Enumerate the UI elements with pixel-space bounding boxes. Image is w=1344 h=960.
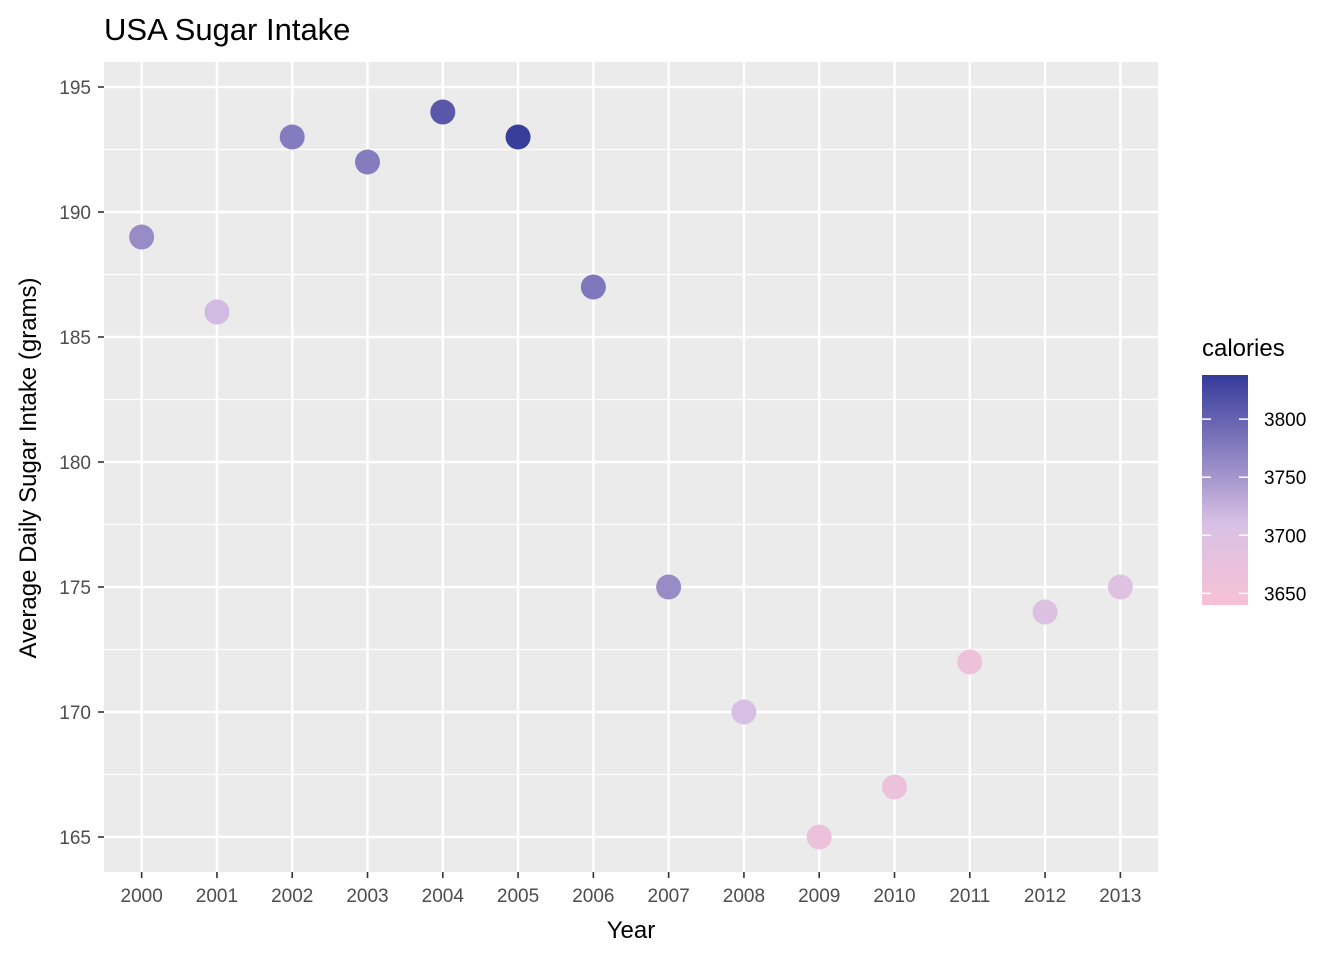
- y-tick-label: 185: [59, 328, 91, 349]
- x-tick-label: 2001: [196, 886, 238, 907]
- x-tick-label: 2012: [1024, 886, 1066, 907]
- legend-ticks: 3650 3700 3750 3800: [1202, 410, 1306, 605]
- y-tick-label: 165: [59, 828, 91, 849]
- data-point: [355, 149, 380, 175]
- data-point: [279, 124, 305, 150]
- x-tick-label: 2004: [422, 886, 465, 907]
- legend-tick-label: 3650: [1264, 584, 1306, 605]
- x-axis-title: Year: [607, 917, 656, 944]
- x-tick-label: 2005: [497, 886, 539, 907]
- y-axis-title: Average Daily Sugar Intake (grams): [15, 277, 42, 658]
- data-points: [129, 99, 1133, 850]
- data-point: [656, 574, 682, 600]
- data-point: [505, 124, 531, 150]
- legend-tick-label: 3700: [1264, 526, 1306, 547]
- data-point: [580, 274, 606, 300]
- x-tick-label: 2011: [949, 886, 990, 907]
- y-tick-label: 170: [59, 703, 91, 724]
- data-point: [430, 99, 456, 125]
- x-tick-label: 2007: [648, 886, 690, 907]
- data-point: [957, 649, 983, 675]
- y-tick-label: 190: [59, 203, 91, 224]
- y-tick-label: 175: [59, 578, 91, 599]
- x-tick-label: 2008: [723, 886, 765, 907]
- y-tick-label: 180: [59, 453, 91, 474]
- x-tick-label: 2013: [1099, 886, 1141, 907]
- legend-title: calories: [1202, 335, 1285, 362]
- plot-panel: [104, 62, 1158, 872]
- grid: [104, 62, 1158, 872]
- data-point: [1032, 599, 1058, 625]
- x-tick-label: 2009: [798, 886, 840, 907]
- x-tick-label: 2003: [346, 886, 388, 907]
- x-tick-label: 2010: [873, 886, 915, 907]
- data-point: [806, 824, 832, 850]
- x-tick-label: 2002: [271, 886, 313, 907]
- y-tick-label: 195: [59, 78, 91, 99]
- y-axis: 165 170 175 180 185 190 195: [59, 78, 104, 849]
- legend-tick-label: 3800: [1264, 410, 1306, 431]
- legend: calories 3650 3700 3750 3800: [1202, 335, 1306, 605]
- x-tick-label: 2006: [572, 886, 614, 907]
- x-tick-label: 2000: [121, 886, 163, 907]
- data-point: [882, 774, 907, 800]
- data-point: [129, 224, 155, 250]
- x-axis: 2000 2001 2002 2003 2004 2005 2006 2007 2008 2009…: [121, 872, 1141, 907]
- data-point: [1107, 574, 1133, 600]
- legend-tick-label: 3750: [1264, 468, 1306, 489]
- legend-colorbar: [1202, 375, 1248, 605]
- chart-title: USA Sugar Intake: [104, 12, 350, 47]
- data-point: [204, 299, 230, 325]
- data-point: [731, 699, 757, 725]
